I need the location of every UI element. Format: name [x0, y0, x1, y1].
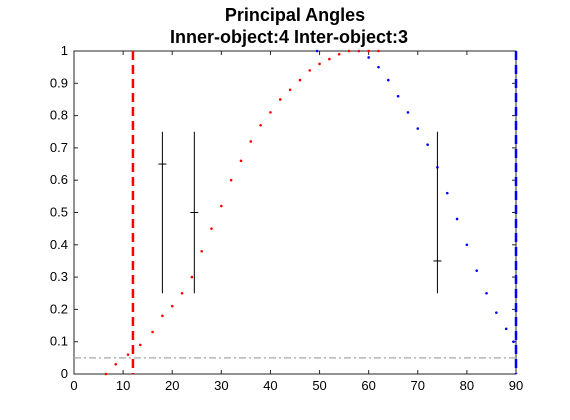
series-1: [104, 49, 380, 376]
series-2-point: [396, 94, 400, 98]
series-2-point: [485, 291, 488, 295]
series-1-point: [170, 304, 174, 308]
x-tick-label: 0: [70, 378, 77, 393]
x-tick-label: 90: [509, 378, 523, 393]
series-2-point: [416, 127, 420, 130]
y-tick-label: 0.7: [50, 140, 68, 155]
series-1-point: [190, 275, 194, 279]
series-1-point: [114, 363, 118, 366]
y-tick-label: 0.2: [50, 301, 68, 316]
series-1-point: [229, 178, 233, 182]
series-1-point: [259, 123, 262, 127]
series-1-point: [210, 227, 213, 230]
series-1-point: [249, 140, 253, 143]
series-2-point: [455, 217, 459, 221]
x-tick-label: 30: [214, 378, 228, 393]
series-1-point: [278, 98, 282, 101]
x-tick-label: 20: [165, 378, 179, 393]
y-tick-label: 0.4: [50, 237, 68, 252]
series-2-point: [475, 269, 479, 272]
series-2-point: [315, 49, 319, 53]
x-tick-label: 40: [263, 378, 277, 393]
series-1-point: [269, 111, 272, 114]
series-2-point: [377, 65, 380, 69]
series-2-point: [426, 143, 429, 146]
error-marker: [433, 131, 442, 294]
series-1-point: [200, 249, 203, 253]
series-1-point: [347, 49, 351, 53]
series-1-point: [367, 49, 370, 53]
y-tick-label: 0.1: [50, 334, 68, 349]
series-2-point: [445, 191, 449, 195]
x-tick-label: 50: [312, 378, 326, 393]
error-marker: [158, 131, 167, 294]
series-2-point: [367, 56, 370, 59]
series-1-point: [104, 372, 108, 376]
series-1-point: [337, 52, 341, 56]
y-tick-label: 0.6: [50, 172, 68, 187]
y-tick-label: 0: [61, 366, 68, 381]
series-1-point: [239, 159, 243, 163]
x-tick-label: 70: [411, 378, 425, 393]
series-1-point: [139, 343, 142, 347]
series-1-point: [151, 330, 154, 334]
x-tick-label: 10: [116, 378, 130, 393]
series-2-point: [504, 327, 508, 331]
series-2: [315, 49, 515, 344]
y-tick-label: 0.8: [50, 108, 68, 123]
y-tick-label: 0.5: [50, 205, 68, 220]
y-tick-label: 1: [61, 43, 68, 58]
series-2-point: [512, 340, 515, 344]
series-1-point: [126, 353, 130, 356]
series-1-point: [318, 62, 321, 66]
series-1-point: [308, 69, 312, 72]
chart-subtitle: Inner-object:4 Inter-object:3: [170, 27, 408, 47]
y-tick-label: 0.3: [50, 269, 68, 284]
series-1-point: [161, 314, 164, 318]
series-1-point: [357, 49, 361, 53]
series-1-point: [288, 88, 292, 92]
series-1-point: [220, 204, 223, 208]
x-tick-label: 80: [460, 378, 474, 393]
series-1-point: [377, 49, 380, 53]
error-marker: [190, 131, 199, 294]
y-tick-label: 0.9: [50, 75, 68, 90]
series-2-point: [465, 243, 469, 247]
chart-title: Principal Angles: [225, 5, 365, 25]
series-1-point: [298, 78, 302, 82]
series-2-point: [495, 311, 498, 314]
axes-box: [73, 50, 517, 375]
series-2-point: [406, 111, 410, 114]
series-1-point: [180, 291, 184, 295]
plot-area: 0 10 20 30 40 50 60 70 80 90 0 0.1 0.2 0.3 0.4 0.5 0.6 0.…: [50, 43, 523, 393]
x-tick-label: 60: [361, 378, 375, 393]
series-2-point: [387, 78, 390, 82]
series-1-point: [328, 57, 331, 61]
